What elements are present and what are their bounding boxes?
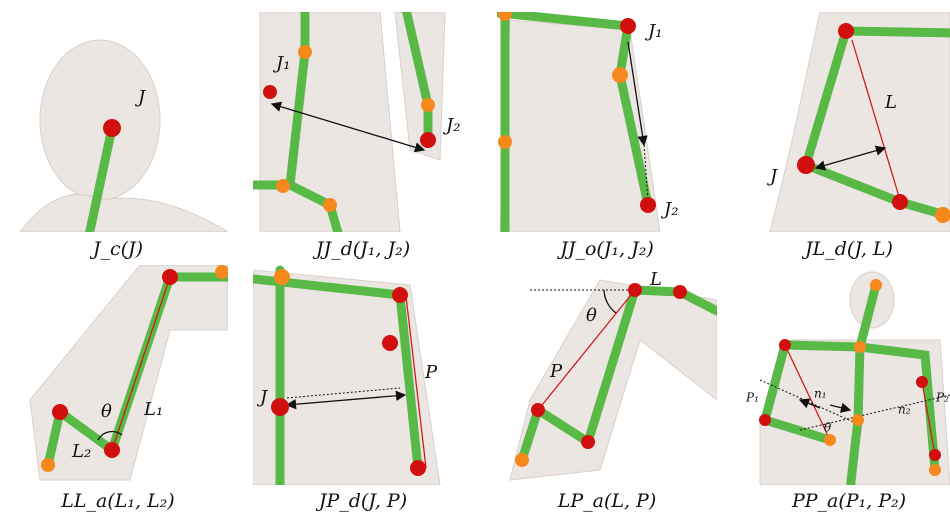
panel-image: [510, 280, 725, 480]
panel-image: [770, 12, 950, 232]
limb-label: L₂: [71, 441, 91, 462]
angle-label: θ: [824, 421, 832, 435]
normal-label: n₂: [898, 403, 911, 417]
limb-label: P₂: [935, 391, 949, 405]
caption: PP_a(P₁, P₂): [791, 490, 906, 512]
normal-label: n₁: [814, 387, 827, 401]
panel-image: [490, 7, 660, 240]
caption: J_c(J): [89, 238, 143, 260]
panel-image: [245, 269, 440, 495]
joint-label: J₂: [442, 115, 460, 136]
panel-image: [250, 5, 445, 240]
joint-label: J: [766, 166, 779, 187]
panel-image: [759, 272, 950, 490]
caption: JL_d(J, L): [801, 238, 893, 260]
caption: JJ_o(J₁, J₂): [556, 238, 654, 260]
limb-label: P₁: [745, 391, 759, 405]
caption: LL_a(L₁, L₂): [60, 490, 174, 512]
angle-label: θ: [101, 401, 112, 422]
limb-label: P: [424, 362, 438, 383]
panel-image: [30, 265, 229, 480]
panel-image: [20, 40, 228, 240]
caption: JP_d(J, P): [315, 490, 407, 512]
limb-label: L₁: [143, 399, 163, 420]
joint-label: J₂: [660, 199, 678, 220]
joint-label: J₁: [644, 21, 662, 42]
limb-label: P: [549, 361, 563, 382]
angle-label: θ: [586, 305, 597, 326]
caption: JJ_d(J₁, J₂): [312, 238, 410, 260]
limb-label: L: [649, 269, 662, 290]
caption: LP_a(L, P): [557, 490, 657, 512]
limb-label: L: [884, 92, 897, 113]
figure: J J_c(J) J₁ J₂ JJ_d(J₁, J₂) J₁ J₂ JJ_o(J…: [0, 0, 950, 515]
